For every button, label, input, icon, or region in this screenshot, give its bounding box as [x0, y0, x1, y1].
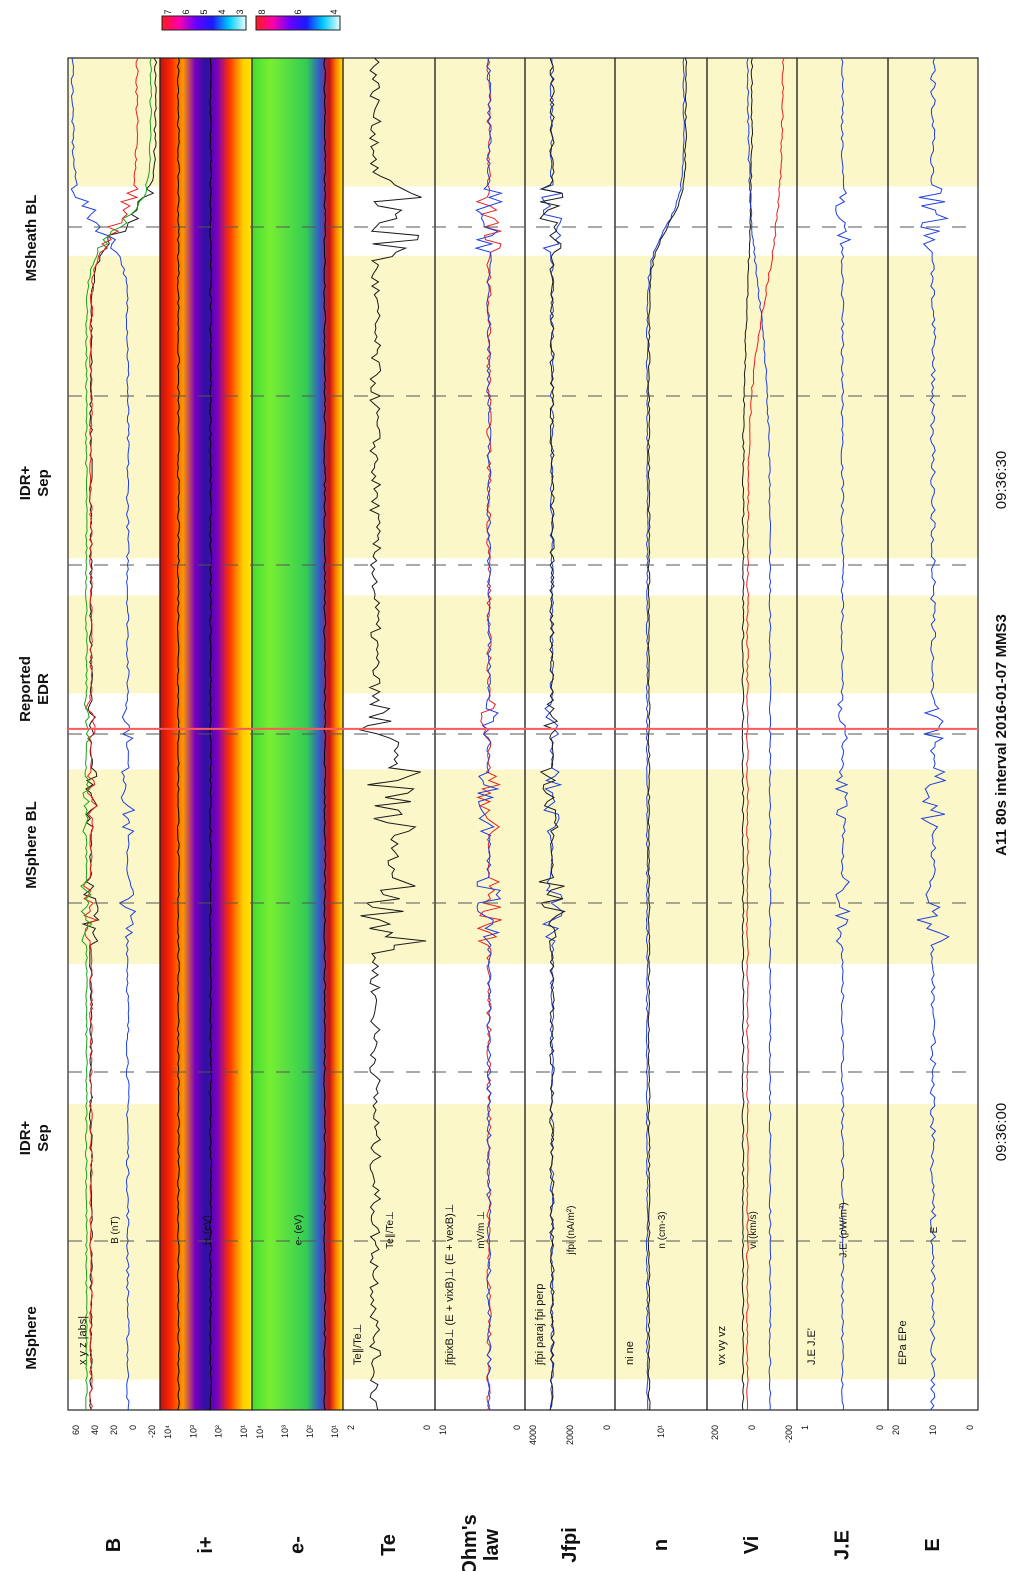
- panel-labels: BB (nT)60 40 20 0 -20x y z |abs|i+i+ (eV)10⁴…: [71, 1202, 975, 1571]
- tick-V-0: 200: [710, 1425, 720, 1440]
- tick-E-2: 0: [965, 1425, 975, 1430]
- tick-E-1: 10: [928, 1425, 938, 1435]
- panel-label-Te: Te: [378, 1534, 400, 1556]
- legend-J: jfpi paraj fpi perp: [534, 1284, 546, 1366]
- tick-E-0: 20: [891, 1425, 901, 1435]
- tick-ohm-1: 0: [512, 1425, 522, 1430]
- panel-label-ohm: Ohm'slaw: [459, 1514, 503, 1571]
- panel-ylabel-J: jfpi (nA/m²): [566, 1206, 577, 1256]
- tick-J-0: 4000: [528, 1425, 538, 1445]
- series-jfpi-para: [538, 57, 566, 1411]
- panel-label-V: Vi: [741, 1536, 763, 1555]
- legend-V: vx vy vz: [716, 1326, 728, 1365]
- tick-J-2: 0: [602, 1425, 612, 1430]
- series-e-high: [323, 57, 327, 1411]
- legend-E: EPa EPe: [897, 1320, 909, 1365]
- tick-e-1: 10³: [280, 1425, 290, 1438]
- tick-V-2: -200: [784, 1425, 794, 1443]
- panel-label-i: i+: [195, 1536, 217, 1553]
- tick-e-2: 10²: [305, 1425, 315, 1438]
- region-label-3: ReportedEDR: [17, 656, 52, 722]
- tick-JE-1: 0: [875, 1425, 885, 1430]
- colorbar-tick-e--2: 4: [329, 9, 339, 14]
- panel-label-JE: J.E: [832, 1530, 854, 1560]
- colorbar-tick-e--1: 6: [293, 9, 303, 14]
- tick-i-1: 10³: [188, 1425, 198, 1438]
- series-vy: [741, 57, 754, 1411]
- panel-ylabel-i: i+ (eV): [202, 1215, 213, 1245]
- colorbar-tick-i+-0: 7: [163, 9, 173, 14]
- colorbar-tick-i+-3: 4: [217, 9, 227, 14]
- panel-ylabel-V: vi (km/s): [748, 1211, 759, 1249]
- region-labels: MSphere IDR+Sep MSphere BL ReportedEDR IDR+S…: [17, 195, 52, 1370]
- tick-V-1: 0: [747, 1425, 757, 1430]
- tick-i-3: 10¹: [239, 1425, 249, 1438]
- tick-n-0: 10¹: [656, 1425, 666, 1438]
- tick-Te-0: 2: [346, 1425, 356, 1430]
- series-ohm-jfpi: [474, 57, 504, 1411]
- figure-title: A11 80s interval 2016-01-07 MMS3: [993, 614, 1010, 856]
- panel-ylabel-E: E: [929, 1226, 940, 1233]
- legend-B: x y z |abs|: [77, 1316, 89, 1365]
- tick-e-3: 10¹: [330, 1425, 340, 1438]
- series-Te-ratio: [358, 57, 427, 1411]
- tick-B-0: 60: [71, 1425, 81, 1435]
- tick-B-4: -20: [147, 1425, 157, 1438]
- series-EPa: [916, 57, 950, 1411]
- tick-i-0: 10⁴: [163, 1425, 173, 1439]
- legend-n: ni ne: [624, 1341, 636, 1365]
- time-gridlines: [68, 226, 978, 1242]
- region-label-5: MSheath BL: [23, 195, 40, 282]
- region-label-2: MSphere BL: [23, 801, 40, 889]
- region-label-1: IDR+Sep: [17, 1120, 52, 1155]
- region-label-0: MSphere: [23, 1306, 40, 1369]
- series-jfpi-perp: [539, 57, 564, 1411]
- tick-B-3: 0: [128, 1425, 138, 1430]
- tick-B-2: 20: [109, 1425, 119, 1435]
- colorbar-tick-i+-4: 3: [235, 9, 245, 14]
- tick-Te-1: 0: [422, 1425, 432, 1430]
- panel-ylabel-JE: J.E' (pW/m³): [839, 1202, 850, 1257]
- tick-e-0: 10⁴: [255, 1425, 265, 1439]
- colorbar-tick-i+-1: 6: [181, 9, 191, 14]
- figure-footer: A11 80s interval 2016-01-07 MMS3 09:36:00…: [993, 451, 1010, 1161]
- series-Babs: [80, 57, 153, 1411]
- legend-ohm: jfpixB⊥ (E + vixB)⊥ (E + vexB)⊥: [444, 1204, 456, 1366]
- colorbar-i+: [161, 15, 247, 31]
- panel-label-J: Jfpi: [559, 1527, 581, 1563]
- time-tick-0: 09:36:00: [993, 1103, 1010, 1161]
- tick-JE-0: 1: [800, 1425, 810, 1430]
- panel-ylabel-Te: Te∥/Te⊥: [385, 1211, 396, 1249]
- panel-stack: [67, 57, 979, 1411]
- panel-ylabel-B: B (nT): [110, 1216, 121, 1244]
- colorbar-tick-i+-2: 5: [199, 9, 209, 14]
- series-JE: [834, 57, 852, 1411]
- colorbars: 7 6 5 4 3 8 6 4: [161, 9, 341, 31]
- tick-i-2: 10²: [214, 1425, 224, 1438]
- panel-ylabel-ohm: mV/m ⊥: [476, 1211, 487, 1249]
- spectrogram-e: [252, 58, 343, 1410]
- colorbar-e-: [255, 15, 341, 31]
- colorbar-tick-e--0: 8: [257, 9, 267, 14]
- panel-label-E: E: [922, 1538, 944, 1551]
- tick-B-1: 40: [90, 1425, 100, 1435]
- region-label-4: IDR+Sep: [17, 465, 52, 500]
- legend-Te: Te∥/Te⊥: [352, 1324, 364, 1365]
- panel-label-n: n: [650, 1539, 672, 1551]
- time-tick-1: 09:36:30: [993, 451, 1010, 509]
- tick-J-1: 2000: [565, 1425, 575, 1445]
- tick-ohm-0: 10: [438, 1425, 448, 1435]
- panel-ylabel-n: n (cm-3): [657, 1211, 668, 1248]
- panel-label-e: e-: [287, 1536, 309, 1554]
- panel-ylabel-e: e- (eV): [294, 1215, 305, 1246]
- panel-label-B: B: [103, 1538, 125, 1552]
- legend-JE: J.E J.E': [806, 1328, 818, 1365]
